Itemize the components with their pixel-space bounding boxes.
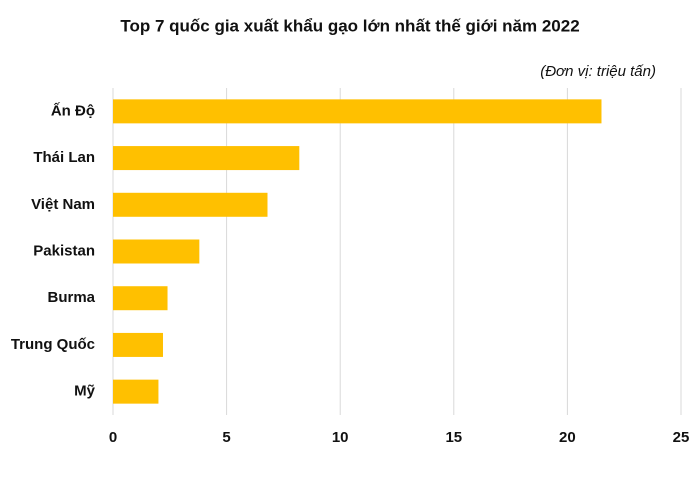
chart-title: Top 7 quốc gia xuất khẩu gạo lớn nhất th… <box>120 16 579 35</box>
y-tick-label: Trung Quốc <box>11 336 95 353</box>
bar <box>113 239 200 264</box>
x-tick-label: 15 <box>445 429 462 446</box>
y-tick-label: Burma <box>47 289 95 306</box>
bar <box>113 286 168 311</box>
x-tick-label: 5 <box>222 429 230 446</box>
bar <box>113 332 163 357</box>
y-tick-label: Ấn Độ <box>51 102 95 119</box>
chart-subtitle: (Đơn vị: triệu tấn) <box>540 63 656 80</box>
bar <box>113 192 268 217</box>
y-tick-label: Việt Nam <box>31 196 95 213</box>
x-tick-label: 25 <box>673 429 690 446</box>
x-tick-label: 0 <box>109 429 117 446</box>
x-tick-label: 10 <box>332 429 349 446</box>
y-tick-label: Thái Lan <box>33 149 95 166</box>
bar <box>113 379 159 404</box>
x-tick-label: 20 <box>559 429 576 446</box>
bar <box>113 146 300 171</box>
y-tick-label: Pakistan <box>33 242 95 259</box>
bar <box>113 99 602 124</box>
y-tick-label: Mỹ <box>74 383 95 400</box>
